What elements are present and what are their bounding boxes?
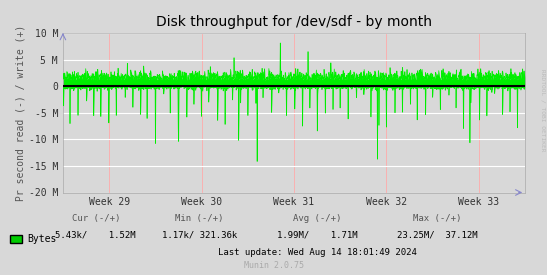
Text: RRDTOOL / TOBI OETIKER: RRDTOOL / TOBI OETIKER: [541, 69, 546, 151]
Text: 23.25M/  37.12M: 23.25M/ 37.12M: [397, 231, 478, 240]
Text: Munin 2.0.75: Munin 2.0.75: [243, 261, 304, 270]
Text: Bytes: Bytes: [27, 234, 57, 244]
Title: Disk throughput for /dev/sdf - by month: Disk throughput for /dev/sdf - by month: [156, 15, 432, 29]
Text: Min (-/+): Min (-/+): [176, 214, 224, 223]
Text: Max (-/+): Max (-/+): [414, 214, 462, 223]
Text: 1.99M/    1.71M: 1.99M/ 1.71M: [277, 231, 358, 240]
Text: 5.43k/    1.52M: 5.43k/ 1.52M: [55, 231, 136, 240]
Text: 1.17k/ 321.36k: 1.17k/ 321.36k: [162, 231, 237, 240]
Y-axis label: Pr second read (-) / write (+): Pr second read (-) / write (+): [16, 25, 26, 201]
Text: Cur (-/+): Cur (-/+): [72, 214, 120, 223]
Text: Last update: Wed Aug 14 18:01:49 2024: Last update: Wed Aug 14 18:01:49 2024: [218, 248, 417, 257]
Text: Avg (-/+): Avg (-/+): [293, 214, 341, 223]
